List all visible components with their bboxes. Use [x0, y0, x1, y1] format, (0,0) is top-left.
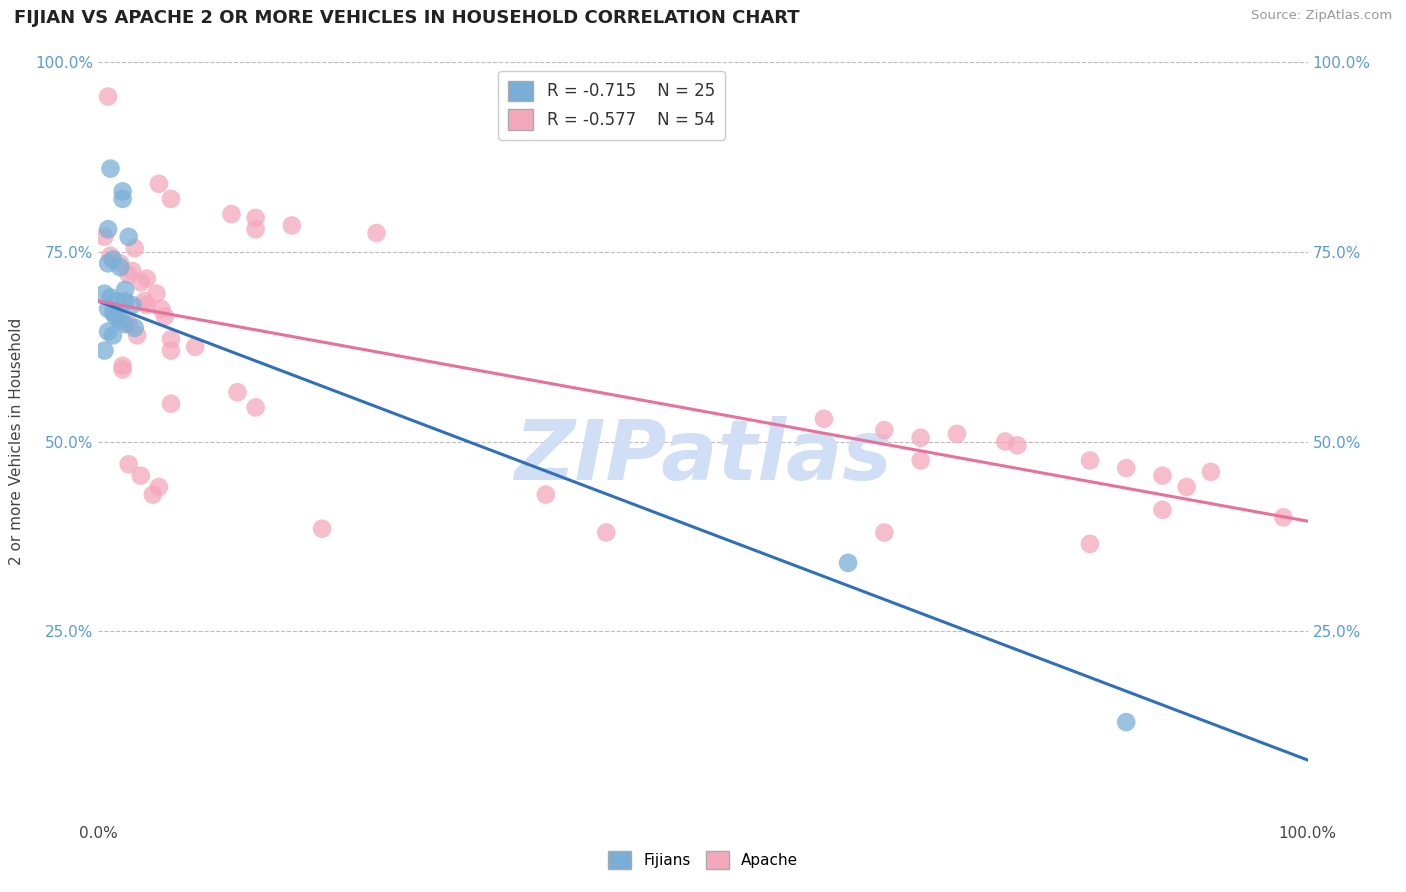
Y-axis label: 2 or more Vehicles in Household: 2 or more Vehicles in Household	[10, 318, 24, 566]
Point	[160, 396, 183, 410]
Point	[873, 423, 896, 437]
Point	[111, 359, 134, 373]
Point	[245, 211, 267, 225]
Point	[1115, 715, 1137, 730]
Point	[1175, 480, 1198, 494]
Point	[1007, 438, 1029, 452]
Point	[104, 310, 127, 324]
Point	[184, 340, 207, 354]
Point	[121, 298, 143, 312]
Point	[114, 294, 136, 309]
Point	[101, 252, 124, 267]
Point	[135, 298, 157, 312]
Point	[101, 305, 124, 319]
Legend: Fijians, Apache: Fijians, Apache	[602, 845, 804, 875]
Point	[1078, 453, 1101, 467]
Point	[311, 522, 333, 536]
Point	[111, 184, 134, 198]
Point	[124, 241, 146, 255]
Point	[148, 177, 170, 191]
Legend: R = -0.715    N = 25, R = -0.577    N = 54: R = -0.715 N = 25, R = -0.577 N = 54	[498, 70, 725, 140]
Point	[1152, 503, 1174, 517]
Point	[221, 207, 243, 221]
Point	[114, 283, 136, 297]
Point	[97, 301, 120, 316]
Point	[118, 458, 141, 472]
Point	[124, 320, 146, 334]
Point	[1115, 461, 1137, 475]
Point	[93, 343, 115, 358]
Point	[153, 310, 176, 324]
Point	[813, 412, 835, 426]
Point	[118, 229, 141, 244]
Text: FIJIAN VS APACHE 2 OR MORE VEHICLES IN HOUSEHOLD CORRELATION CHART: FIJIAN VS APACHE 2 OR MORE VEHICLES IN H…	[14, 9, 800, 27]
Point	[226, 385, 249, 400]
Point	[135, 271, 157, 285]
Point	[129, 275, 152, 289]
Point	[111, 192, 134, 206]
Point	[93, 229, 115, 244]
Point	[1272, 510, 1295, 524]
Point	[100, 291, 122, 305]
Point	[160, 332, 183, 346]
Point	[160, 343, 183, 358]
Point	[160, 192, 183, 206]
Point	[101, 328, 124, 343]
Point	[97, 89, 120, 103]
Point	[145, 286, 167, 301]
Point	[148, 480, 170, 494]
Point	[595, 525, 617, 540]
Point	[93, 286, 115, 301]
Point	[245, 401, 267, 415]
Point	[105, 294, 128, 309]
Point	[534, 487, 557, 501]
Point	[837, 556, 859, 570]
Point	[121, 264, 143, 278]
Point	[97, 222, 120, 236]
Point	[108, 260, 131, 275]
Point	[129, 468, 152, 483]
Point	[245, 222, 267, 236]
Point	[97, 256, 120, 270]
Point	[281, 219, 304, 233]
Point	[118, 317, 141, 331]
Point	[946, 427, 969, 442]
Point	[150, 301, 173, 316]
Point	[100, 249, 122, 263]
Point	[1078, 537, 1101, 551]
Point	[1199, 465, 1222, 479]
Point	[127, 328, 149, 343]
Text: Source: ZipAtlas.com: Source: ZipAtlas.com	[1251, 9, 1392, 22]
Point	[910, 431, 932, 445]
Point	[142, 487, 165, 501]
Point	[111, 362, 134, 376]
Point	[366, 226, 388, 240]
Point	[97, 325, 120, 339]
Point	[1152, 468, 1174, 483]
Point	[134, 294, 156, 309]
Point	[108, 313, 131, 327]
Point	[994, 434, 1017, 449]
Point	[108, 256, 131, 270]
Point	[118, 268, 141, 282]
Point	[910, 453, 932, 467]
Point	[114, 317, 136, 331]
Text: ZIPatlas: ZIPatlas	[515, 417, 891, 497]
Point	[873, 525, 896, 540]
Point	[100, 161, 122, 176]
